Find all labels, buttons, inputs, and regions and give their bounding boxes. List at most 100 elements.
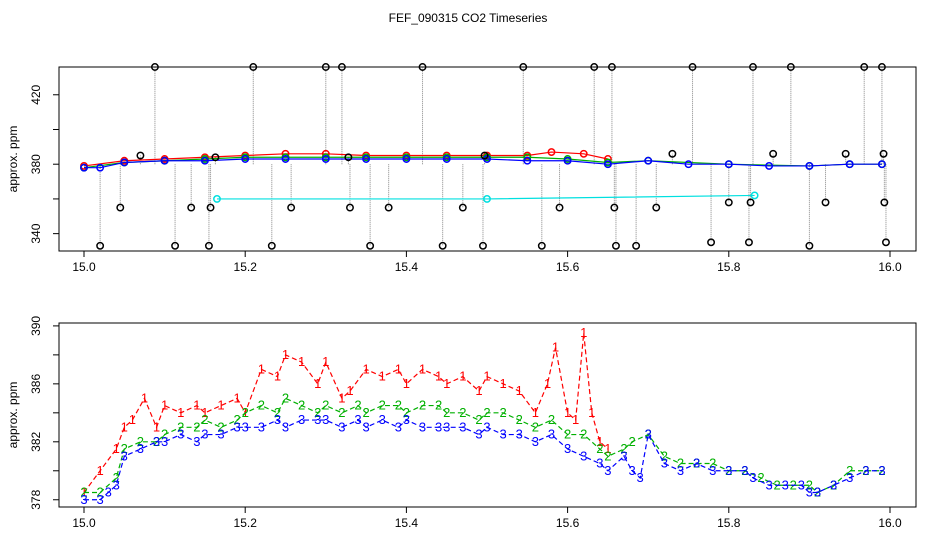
point-spikes xyxy=(841,149,850,158)
point-spikes xyxy=(555,203,564,212)
point-glyph-2: 2 xyxy=(354,398,361,413)
point-spikes xyxy=(652,203,661,212)
point-glyph-1: 1 xyxy=(129,412,136,427)
figure-title: FEF_090315 CO2 Timeseries xyxy=(389,11,548,25)
point-spikes xyxy=(267,241,276,250)
x-tick-label: 15.4 xyxy=(395,516,419,530)
point-glyph-2: 2 xyxy=(628,434,635,449)
point-spikes xyxy=(204,241,213,250)
point-glyph-3: 3 xyxy=(596,456,603,471)
point-3 xyxy=(765,161,774,170)
point-cyan xyxy=(750,191,759,200)
point-3 xyxy=(603,160,612,169)
point-spikes xyxy=(612,241,620,250)
point-cyan xyxy=(213,194,221,203)
point-spikes xyxy=(610,203,619,212)
point-glyph-2: 2 xyxy=(709,456,716,471)
point-glyph-1: 1 xyxy=(298,354,305,369)
point-3 xyxy=(160,156,169,165)
point-glyph-2: 2 xyxy=(806,477,813,492)
point-glyph-1: 1 xyxy=(346,383,353,398)
point-glyph-3: 3 xyxy=(846,470,853,485)
point-spikes xyxy=(206,203,215,212)
point-glyph-3: 3 xyxy=(709,463,716,478)
point-glyph-3: 3 xyxy=(765,477,772,492)
point-glyph-2: 2 xyxy=(443,405,450,420)
y-tick-label: 386 xyxy=(29,374,43,394)
point-spikes xyxy=(746,198,755,207)
point-glyph-2: 2 xyxy=(258,398,265,413)
point-glyph-1: 1 xyxy=(282,347,289,362)
point-spikes xyxy=(171,241,180,250)
point-glyph-2: 2 xyxy=(741,463,748,478)
series-line-2 xyxy=(84,397,882,494)
point-spikes xyxy=(136,151,145,160)
bottom-panel: 15.0 15.2 15.4 15.6 15.8 16.0 378 382 386 390 appr… xyxy=(6,316,917,530)
point-glyph-2: 2 xyxy=(757,470,764,485)
point-spikes xyxy=(366,241,375,250)
point-spikes xyxy=(688,63,697,71)
point-spikes xyxy=(346,203,354,212)
point-glyph-3: 3 xyxy=(258,419,265,434)
series-line-cyan xyxy=(216,194,755,200)
point-glyph-1: 1 xyxy=(435,369,442,384)
point-glyph-2: 2 xyxy=(298,398,305,413)
point-glyph-1: 1 xyxy=(177,405,184,420)
point-glyph-2: 2 xyxy=(596,441,603,456)
point-glyph-1: 1 xyxy=(395,361,402,376)
point-glyph-2: 2 xyxy=(645,427,652,442)
point-glyph-3: 3 xyxy=(80,492,87,507)
point-glyph-2: 2 xyxy=(137,434,144,449)
point-glyph-3: 3 xyxy=(604,463,611,478)
point-glyph-2: 2 xyxy=(419,398,426,413)
point-glyph-3: 3 xyxy=(741,463,748,478)
point-glyph-2: 2 xyxy=(846,463,853,478)
point-spikes xyxy=(707,238,716,247)
point-3 xyxy=(644,156,653,165)
point-glyph-3: 3 xyxy=(483,419,490,434)
series-line-3 xyxy=(84,158,882,169)
point-spikes xyxy=(805,241,814,250)
point-spikes xyxy=(745,238,753,247)
y-tick-label: 390 xyxy=(29,316,43,336)
point-glyph-3: 3 xyxy=(677,463,684,478)
x-tick-label: 15.8 xyxy=(717,516,741,530)
point-glyph-1: 1 xyxy=(500,376,507,391)
point-glyph-2: 2 xyxy=(677,456,684,471)
point-glyph-2: 2 xyxy=(314,405,321,420)
point-glyph-1: 1 xyxy=(596,434,603,449)
point-spikes xyxy=(860,63,869,71)
point-glyph-2: 2 xyxy=(217,419,224,434)
top-panel: 15.0 15.2 15.4 15.6 15.8 16.0 340 380 420 approx.… xyxy=(6,63,917,274)
y-tick-label: 340 xyxy=(29,223,43,243)
point-glyph-2: 2 xyxy=(161,427,168,442)
point-glyph-2: 2 xyxy=(121,441,128,456)
point-glyph-2: 2 xyxy=(459,405,466,420)
point-glyph-2: 2 xyxy=(362,405,369,420)
x-tick-label: 15.0 xyxy=(72,260,96,274)
point-glyph-3: 3 xyxy=(798,477,805,492)
point-spikes xyxy=(607,63,616,71)
point-glyph-3: 3 xyxy=(830,477,837,492)
point-spikes xyxy=(321,63,330,71)
point-1 xyxy=(579,149,588,158)
point-3 xyxy=(563,156,572,165)
point-glyph-2: 2 xyxy=(661,448,668,463)
point-glyph-2: 2 xyxy=(395,398,402,413)
point-glyph-3: 3 xyxy=(217,427,224,442)
point-glyph-3: 3 xyxy=(620,448,627,463)
point-glyph-3: 3 xyxy=(782,477,789,492)
point-glyph-3: 3 xyxy=(435,419,442,434)
point-glyph-1: 1 xyxy=(443,376,450,391)
point-spikes xyxy=(187,203,196,212)
point-spikes xyxy=(632,241,641,250)
point-glyph-3: 3 xyxy=(97,492,104,507)
point-glyph-3: 3 xyxy=(532,434,539,449)
point-glyph-1: 1 xyxy=(258,361,265,376)
point-glyph-3: 3 xyxy=(121,448,128,463)
point-spikes xyxy=(458,203,467,212)
point-glyph-2: 2 xyxy=(475,412,482,427)
point-3 xyxy=(120,158,129,167)
y-tick-label: 420 xyxy=(29,84,43,104)
point-spikes xyxy=(287,203,296,212)
